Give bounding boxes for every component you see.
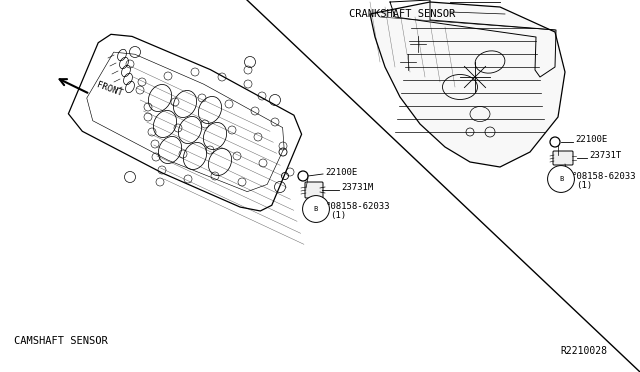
Text: CAMSHAFT SENSOR: CAMSHAFT SENSOR bbox=[14, 336, 108, 346]
Text: 22100E: 22100E bbox=[325, 168, 357, 177]
Polygon shape bbox=[370, 2, 565, 167]
FancyBboxPatch shape bbox=[553, 151, 573, 165]
FancyBboxPatch shape bbox=[305, 182, 323, 198]
Text: °08158-62033: °08158-62033 bbox=[572, 172, 637, 181]
Text: (1): (1) bbox=[576, 181, 592, 190]
Text: FRONT: FRONT bbox=[95, 80, 124, 98]
Circle shape bbox=[568, 176, 573, 182]
Text: °08158-62033: °08158-62033 bbox=[326, 202, 390, 211]
Text: CRANKSHAFT SENSOR: CRANKSHAFT SENSOR bbox=[349, 9, 455, 19]
Text: R2210028: R2210028 bbox=[560, 346, 607, 356]
Text: B: B bbox=[314, 206, 318, 212]
Circle shape bbox=[320, 205, 328, 213]
Text: 23731T: 23731T bbox=[589, 151, 621, 160]
Circle shape bbox=[321, 206, 326, 212]
Text: 22100E: 22100E bbox=[575, 135, 607, 144]
Circle shape bbox=[566, 175, 574, 183]
Text: (1): (1) bbox=[330, 211, 346, 220]
Text: 23731M: 23731M bbox=[341, 183, 373, 192]
Text: B: B bbox=[559, 176, 563, 182]
